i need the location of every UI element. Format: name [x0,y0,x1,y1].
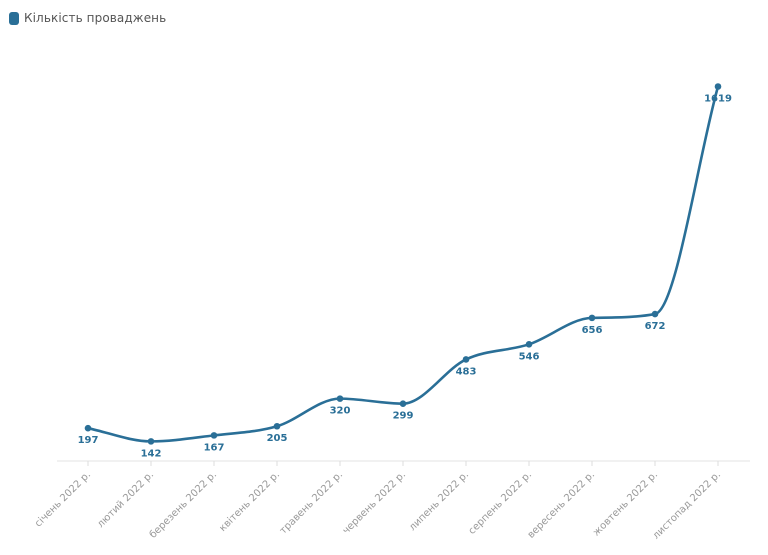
data-point [147,438,155,445]
x-tick-label: березень 2022 р. [148,469,219,540]
data-label: 205 [267,433,288,444]
x-tick-label: січень 2022 р. [32,469,93,530]
data-label: 142 [141,448,162,459]
x-tick-label: вересень 2022 р. [526,469,597,540]
legend-swatch [9,11,19,25]
x-tick-label: квітень 2022 р. [217,469,282,534]
legend[interactable]: Кількість проваджень [9,11,166,25]
x-tick-label: липень 2022 р. [407,469,471,533]
data-point [525,341,533,348]
data-label: 546 [519,351,540,362]
data-point [84,424,92,432]
x-tick-label: лютий 2022 р. [95,469,156,530]
data-label: 299 [393,411,414,422]
x-tick-label: серпень 2022 р. [467,469,534,536]
data-label: 197 [78,435,99,446]
data-point [399,400,407,407]
data-point [714,83,722,90]
x-tick-label: червень 2022 р. [341,469,408,536]
data-label: 1619 [704,94,732,105]
data-point [273,422,281,430]
data-label: 483 [456,366,477,377]
data-label: 167 [204,442,225,453]
data-point [588,314,596,322]
legend-label: Кількість проваджень [24,11,167,25]
data-label: 656 [582,325,603,336]
x-tick-label: травень 2022 р. [278,469,345,536]
x-tick-label: жовтень 2022 р. [591,469,660,538]
data-point [651,310,659,318]
series-line [86,85,720,443]
data-label: 672 [645,321,666,332]
data-point [210,432,218,439]
data-point [336,395,344,402]
x-tick-label: листопад 2022 р. [651,469,723,541]
data-point [462,356,470,363]
data-label: 320 [330,406,351,417]
